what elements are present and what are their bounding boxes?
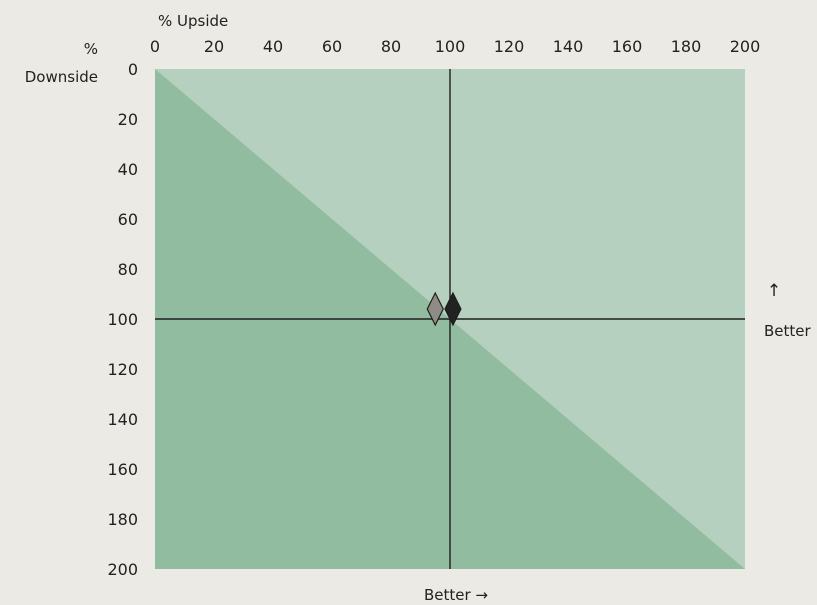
x-tick-200: 200 xyxy=(730,37,761,56)
data-point-2 xyxy=(444,291,462,327)
y-tick-100: 100 xyxy=(107,310,138,329)
y-tick-120: 120 xyxy=(107,360,138,379)
y-tick-180: 180 xyxy=(107,510,138,529)
plot-area xyxy=(155,69,745,569)
x-tick-20: 20 xyxy=(204,37,224,56)
x-direction-label: Better → xyxy=(424,586,488,604)
x-tick-80: 80 xyxy=(381,37,401,56)
y-tick-140: 140 xyxy=(107,410,138,429)
y-direction-arrow: ↑ xyxy=(767,281,781,301)
x-tick-180: 180 xyxy=(671,37,702,56)
y-tick-20: 20 xyxy=(118,110,138,129)
x-axis-label: % Upside xyxy=(158,12,228,30)
y-tick-160: 160 xyxy=(107,460,138,479)
y-tick-80: 80 xyxy=(118,260,138,279)
y-tick-40: 40 xyxy=(118,160,138,179)
y-axis-label-line2: Downside xyxy=(25,68,98,86)
y-axis-label-line1: % xyxy=(84,40,98,58)
x-tick-100: 100 xyxy=(435,37,466,56)
x-tick-60: 60 xyxy=(322,37,342,56)
data-point-1 xyxy=(426,291,444,327)
x-tick-160: 160 xyxy=(612,37,643,56)
x-tick-0: 0 xyxy=(150,37,160,56)
y-tick-60: 60 xyxy=(118,210,138,229)
y-tick-labels: 0 20 40 60 80 100 120 140 160 180 200 xyxy=(107,60,138,579)
y-tick-200: 200 xyxy=(107,560,138,579)
x-tick-40: 40 xyxy=(263,37,283,56)
y-tick-0: 0 xyxy=(128,60,138,79)
x-tick-140: 140 xyxy=(553,37,584,56)
x-tick-labels: 0 20 40 60 80 100 120 140 160 180 200 xyxy=(150,37,760,56)
x-tick-120: 120 xyxy=(494,37,525,56)
y-direction-label: Better xyxy=(764,322,812,340)
